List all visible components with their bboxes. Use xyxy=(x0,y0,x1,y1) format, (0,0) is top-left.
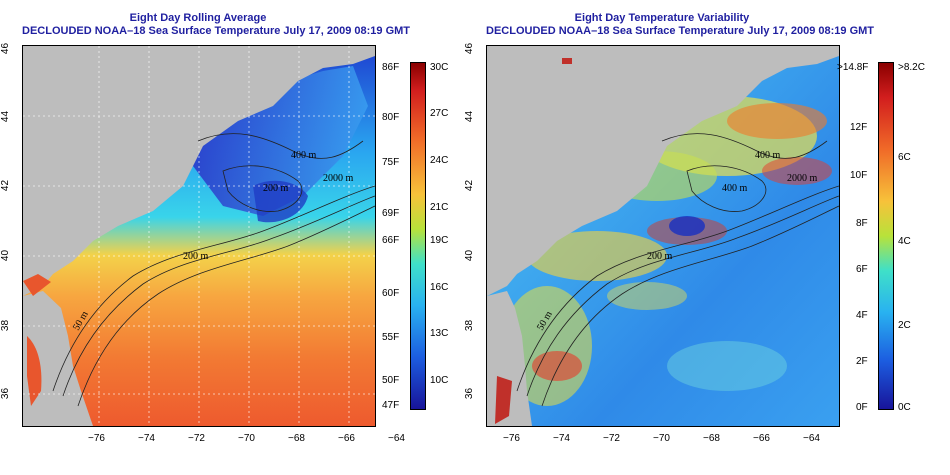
left-ytick-46: 46 xyxy=(0,42,12,55)
left-land-south xyxy=(23,291,93,426)
left-xtick-4: −70 xyxy=(238,433,255,444)
left-colorbar xyxy=(410,62,426,410)
right-title: Eight Day Temperature Variability DECLOU… xyxy=(486,12,875,38)
left-contour-label-1: 400 m xyxy=(291,150,317,161)
left-ytick-38: 38 xyxy=(0,319,12,332)
left-xtick-5: −68 xyxy=(288,433,305,444)
left-xtick-6: −66 xyxy=(338,433,355,444)
left-cb-f-8: 47F xyxy=(382,400,400,411)
left-map-svg: 400 m 2000 m 200 m 200 m 50 m xyxy=(23,46,375,426)
left-cb-c-5: 16C xyxy=(430,282,449,293)
right-cb-c-3: 2C xyxy=(898,320,911,331)
right-cb-f-6: 2F xyxy=(856,356,868,367)
left-cb-f-3: 69F xyxy=(382,208,400,219)
left-georges-bank xyxy=(253,180,308,223)
right-xtick-7: −64 xyxy=(803,433,820,444)
right-title-line2: DECLOUDED NOAA–18 Sea Surface Temperatur… xyxy=(486,25,875,37)
right-contour-label-4: 200 m xyxy=(647,251,673,262)
right-cb-f-4: 6F xyxy=(856,264,868,275)
left-title-line1: Eight Day Rolling Average xyxy=(129,12,267,24)
left-cb-c-3: 21C xyxy=(430,202,449,213)
right-cb-c-1: 6C xyxy=(898,152,911,163)
left-cb-c-0: 30C xyxy=(430,62,449,73)
right-cb-f-2: 10F xyxy=(850,170,868,181)
right-contours xyxy=(516,133,839,407)
right-xtick-6: −66 xyxy=(753,433,770,444)
left-contour-label-2: 2000 m xyxy=(323,173,354,184)
right-xtick-5: −68 xyxy=(703,433,720,444)
left-cb-c-6: 13C xyxy=(430,328,449,339)
right-ytick-40: 40 xyxy=(464,249,476,262)
left-ytick-40: 40 xyxy=(0,249,12,262)
left-contours xyxy=(52,133,375,407)
right-colorbar xyxy=(878,62,894,410)
left-contour-label-4: 200 m xyxy=(183,251,209,262)
right-xtick-2: −74 xyxy=(553,433,570,444)
right-cb-f-3: 8F xyxy=(856,218,868,229)
left-cb-f-6: 55F xyxy=(382,332,400,343)
right-xtick-4: −70 xyxy=(653,433,670,444)
right-ytick-38: 38 xyxy=(464,319,476,332)
right-cb-f-5: 4F xyxy=(856,310,868,321)
right-xtick-3: −72 xyxy=(603,433,620,444)
left-cb-c-2: 24C xyxy=(430,155,449,166)
left-coast-warm xyxy=(23,274,51,296)
left-cb-f-2: 75F xyxy=(382,157,400,168)
right-cb-f-0: >14.8F xyxy=(837,62,869,73)
right-contour-label-1: 400 m xyxy=(755,150,781,161)
left-cb-f-0: 86F xyxy=(382,62,400,73)
left-contour-label-3: 200 m xyxy=(263,183,289,194)
left-ytick-44: 44 xyxy=(0,110,12,123)
left-cb-f-4: 66F xyxy=(382,235,400,246)
right-contour-label-3: 400 m xyxy=(722,183,748,194)
right-cb-f-1: 12F xyxy=(850,122,868,133)
left-ytick-36: 36 xyxy=(0,387,12,400)
right-ytick-42: 42 xyxy=(464,179,476,192)
right-ytick-46: 46 xyxy=(464,42,476,55)
left-title-line2: DECLOUDED NOAA–18 Sea Surface Temperatur… xyxy=(22,25,411,37)
left-cb-f-7: 50F xyxy=(382,375,400,386)
right-ytick-36: 36 xyxy=(464,387,476,400)
right-xtick-1: −76 xyxy=(503,433,520,444)
left-title: Eight Day Rolling Average DECLOUDED NOAA… xyxy=(22,12,411,38)
right-coast-red xyxy=(495,376,512,424)
right-contour-label-2: 2000 m xyxy=(787,173,818,184)
left-cb-c-7: 10C xyxy=(430,375,449,386)
right-cb-f-7: 0F xyxy=(856,402,868,413)
right-cb-c-0: >8.2C xyxy=(898,62,925,73)
right-cb-c-2: 4C xyxy=(898,236,911,247)
right-coast-spot xyxy=(562,58,572,64)
right-ytick-44: 44 xyxy=(464,110,476,123)
right-map-svg: 400 m 2000 m 400 m 200 m 50 m xyxy=(487,46,839,426)
left-xtick-2: −74 xyxy=(138,433,155,444)
right-variability-map: 400 m 2000 m 400 m 200 m 50 m xyxy=(486,45,840,427)
right-variability-patches xyxy=(502,96,832,406)
left-xtick-3: −72 xyxy=(188,433,205,444)
right-land-north xyxy=(487,46,839,296)
left-xtick-1: −76 xyxy=(88,433,105,444)
left-cb-c-4: 19C xyxy=(430,235,449,246)
left-xtick-7: −64 xyxy=(388,433,405,444)
left-land-north xyxy=(23,46,375,296)
right-title-line1: Eight Day Temperature Variability xyxy=(574,12,750,24)
right-cb-c-4: 0C xyxy=(898,402,911,413)
left-cb-f-5: 60F xyxy=(382,288,400,299)
left-sst-map: 400 m 2000 m 200 m 200 m 50 m xyxy=(22,45,376,427)
left-chesapeake xyxy=(27,336,42,406)
left-ytick-42: 42 xyxy=(0,179,12,192)
left-cb-f-1: 80F xyxy=(382,112,400,123)
left-cb-c-1: 27C xyxy=(430,108,449,119)
